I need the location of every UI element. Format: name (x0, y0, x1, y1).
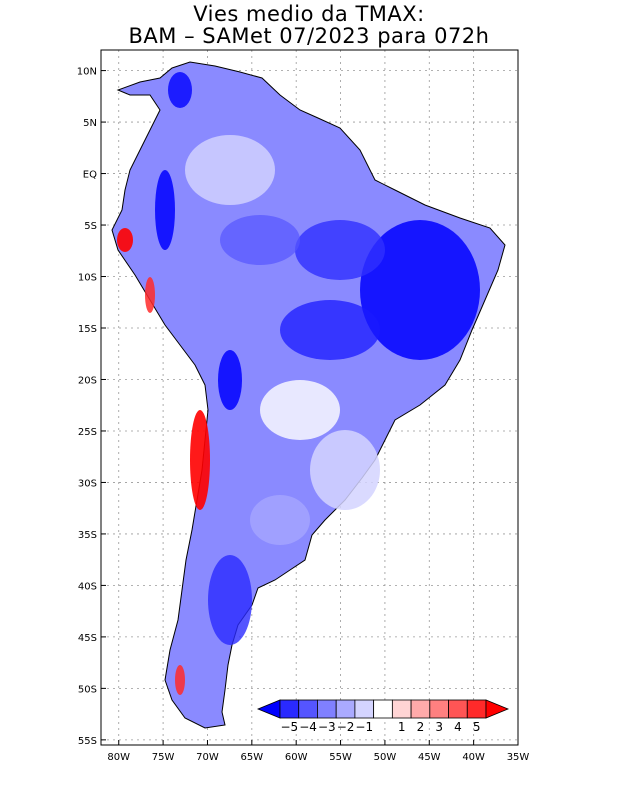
lon-label: 65W (241, 752, 264, 763)
lat-label: 20S (78, 375, 97, 386)
colorbar-swatch (373, 699, 393, 719)
lat-label: EQ (83, 170, 97, 181)
bias-patches (117, 72, 480, 695)
lat-label: 5S (84, 221, 97, 232)
colorbar-swatch (410, 699, 431, 719)
lon-label: 75W (152, 752, 175, 763)
colorbar-label: −3 (318, 720, 336, 734)
lat-label: 40S (78, 581, 97, 592)
lat-label: 55S (78, 736, 97, 747)
lon-label: 50W (374, 752, 397, 763)
lat-label: 30S (78, 478, 97, 489)
lon-label: 60W (285, 752, 308, 763)
lat-label: 5N (83, 118, 97, 129)
lon-label: 80W (107, 752, 130, 763)
colorbar-swatch (354, 699, 375, 719)
chart-title-line2: BAM – SAMet 07/2023 para 072h (128, 24, 490, 48)
colorbar-swatch (466, 699, 487, 719)
colorbar-label: −2 (337, 720, 355, 734)
colorbar-swatch (298, 699, 318, 719)
colorbar-swatch (317, 699, 337, 719)
lon-label: 35W (507, 752, 530, 763)
axis-tick-labels: 10N 5N EQ 5S 10S 15S 20S 25S 30S 35S 40S 45S 50S 55S 8… (77, 67, 530, 763)
lon-label: 40W (462, 752, 485, 763)
colorbar-label: 4 (454, 720, 462, 734)
colorbar-swatch (279, 699, 300, 719)
lat-label: 10S (78, 273, 97, 284)
colorbar-label: 3 (435, 720, 443, 734)
lon-label: 45W (418, 752, 441, 763)
lat-label: 15S (78, 324, 97, 335)
colorbar-swatch (448, 699, 468, 719)
colorbar-swatch (335, 699, 356, 719)
lat-label: 25S (78, 427, 97, 438)
colorbar: −5 −4 −3 −2 −1 1 2 3 4 5 (256, 699, 510, 734)
colorbar-label: 5 (473, 720, 481, 734)
lat-label: 35S (78, 530, 97, 541)
lat-label: 45S (78, 633, 97, 644)
colorbar-max-arrow (485, 699, 510, 719)
colorbar-label: −1 (355, 720, 373, 734)
colorbar-label: −4 (299, 720, 317, 734)
lat-label: 10N (77, 67, 97, 78)
map-frame (100, 49, 519, 746)
colorbar-label: 1 (398, 720, 406, 734)
colorbar-label: −5 (281, 720, 299, 734)
colorbar-label: 2 (417, 720, 425, 734)
colorbar-swatch (429, 699, 449, 719)
chart-title-line1: Vies medio da TMAX: (193, 2, 425, 26)
lon-label: 55W (329, 752, 352, 763)
colorbar-swatch (391, 699, 412, 719)
lon-label: 70W (196, 752, 219, 763)
lat-label: 50S (78, 684, 97, 695)
